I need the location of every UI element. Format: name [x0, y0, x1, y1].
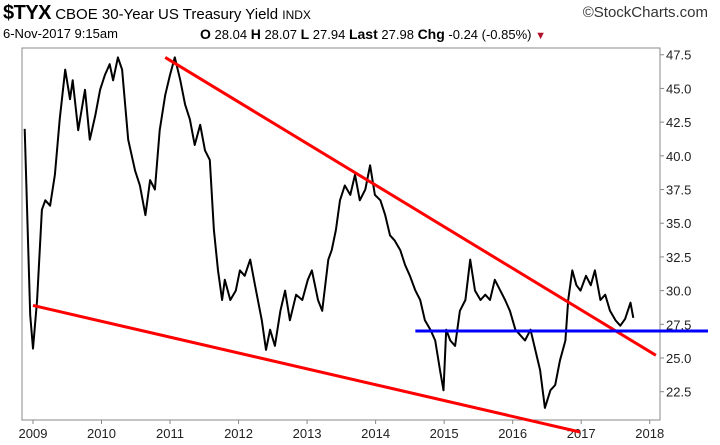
- down-arrow-icon: ▼: [535, 30, 547, 42]
- open-value: 28.04: [214, 27, 248, 42]
- x-tick-label: 2018: [635, 426, 664, 441]
- y-tick-label: 40.0: [666, 149, 691, 164]
- y-tick-label: 32.5: [666, 250, 691, 265]
- chart-title: $TYX CBOE 30-Year US Treasury Yield INDX: [3, 2, 311, 25]
- x-tick-label: 2016: [498, 426, 527, 441]
- plot-frame: [21, 47, 661, 421]
- x-tick-label: 2014: [361, 426, 390, 441]
- symbol: $TYX: [3, 2, 52, 24]
- y-tick-label: 45.0: [666, 81, 691, 96]
- brand-logo: ©StockCharts.com: [582, 4, 708, 21]
- x-tick-label: 2012: [224, 426, 253, 441]
- y-tick-label: 42.5: [666, 115, 691, 130]
- series-line-tyx: [23, 56, 635, 409]
- datetime: 6-Nov-2017 9:15am: [3, 26, 118, 41]
- x-tick-label: 2010: [87, 426, 116, 441]
- x-tick-label: 2011: [156, 426, 184, 441]
- low-label: L: [300, 26, 310, 42]
- y-tick-label: 27.5: [666, 317, 691, 332]
- last-label: Last: [348, 26, 378, 42]
- trendline-upper-resistance: [164, 56, 657, 357]
- security-name: CBOE 30-Year US Treasury Yield: [55, 6, 279, 23]
- y-tick-label: 30.0: [666, 284, 691, 299]
- low-value: 27.94: [312, 27, 346, 42]
- high-label: H: [250, 26, 261, 42]
- chg-value: -0.24 (-0.85%): [448, 27, 532, 42]
- high-value: 28.07: [264, 27, 297, 42]
- y-tick-label: 22.5: [666, 385, 691, 400]
- last-value: 27.98: [381, 27, 414, 42]
- ohlc-readout: O 28.04 H 28.07 L 27.94 Last 27.98 Chg -…: [200, 26, 546, 42]
- y-tick-label: 37.5: [666, 183, 691, 198]
- x-tick-label: 2009: [19, 426, 48, 441]
- chg-label: Chg: [417, 26, 445, 42]
- y-tick-label: 35.0: [666, 216, 691, 231]
- open-label: O: [200, 26, 211, 42]
- trendline-lower-support: [32, 303, 581, 434]
- y-tick-label: 47.5: [666, 48, 691, 63]
- y-tick-label: 25.0: [666, 351, 691, 366]
- exchange: INDX: [282, 8, 311, 22]
- x-tick-label: 2013: [293, 426, 322, 441]
- x-tick-label: 2015: [430, 426, 459, 441]
- x-tick-label: 2017: [567, 426, 596, 441]
